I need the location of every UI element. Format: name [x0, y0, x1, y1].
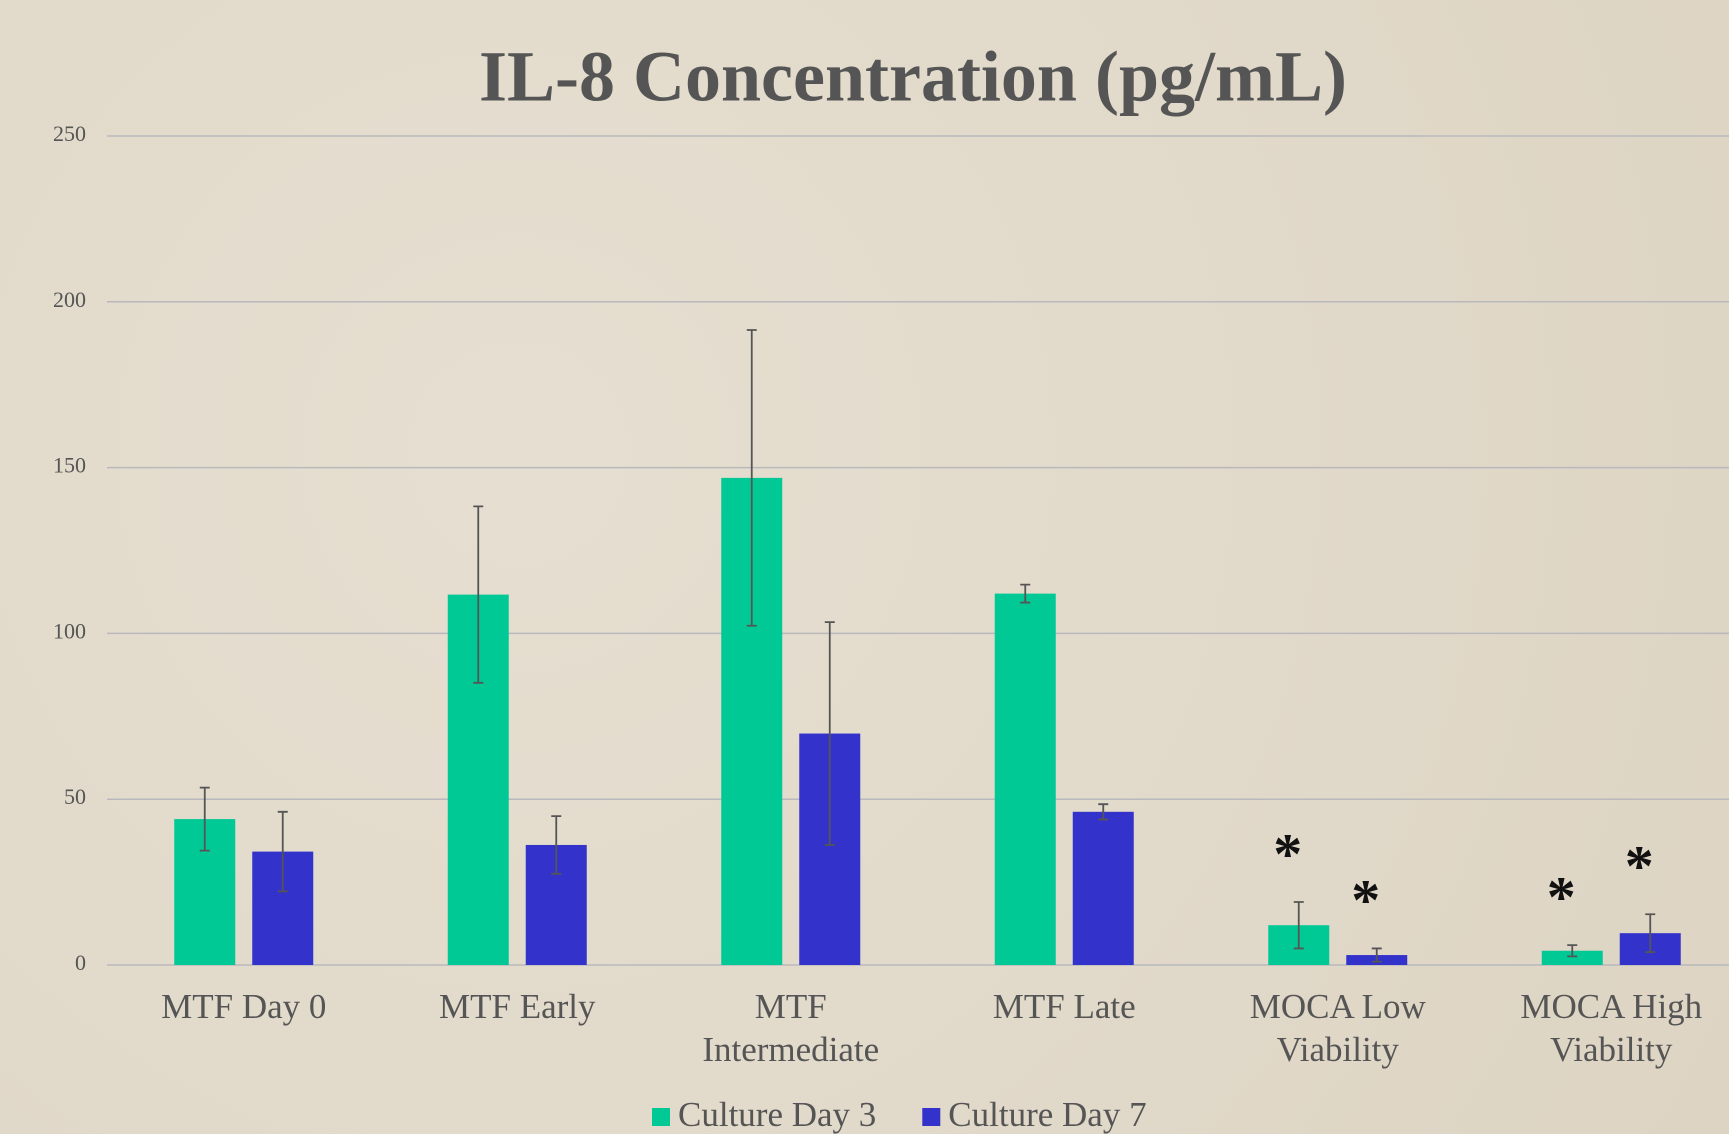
bar	[1072, 811, 1134, 965]
error-bar	[1293, 901, 1304, 950]
annotation: *	[1547, 864, 1576, 929]
x-tick-label: MTF Early	[439, 987, 596, 1026]
bar	[1541, 950, 1603, 965]
legend-label: Culture Day 3	[678, 1095, 876, 1134]
y-tick-label: 0	[75, 950, 86, 975]
error-bar	[277, 810, 288, 893]
bar	[994, 593, 1056, 965]
y-tick-label: 50	[64, 784, 86, 809]
y-tick-label: 150	[53, 453, 86, 478]
error-bar	[1098, 803, 1109, 821]
annotation: *	[1351, 868, 1380, 933]
error-bar	[1567, 944, 1578, 958]
error-bar	[824, 621, 835, 846]
legend-swatch	[922, 1108, 941, 1126]
annotation: *	[1273, 821, 1302, 886]
error-bar	[1020, 583, 1031, 604]
x-tick-label: MTF Intermediate	[702, 987, 879, 1069]
x-tick-label: MOCA High Viability	[1520, 987, 1702, 1069]
x-tick-label: MTF Day 0	[161, 987, 326, 1026]
legend-swatch	[652, 1108, 670, 1126]
error-bar	[473, 505, 484, 684]
chart-title: IL-8 Concentration (pg/mL)	[479, 37, 1347, 117]
error-bar	[551, 815, 562, 875]
y-tick-label: 100	[53, 618, 86, 643]
error-bar	[1371, 947, 1382, 963]
error-bar	[746, 329, 757, 627]
error-bar	[199, 786, 210, 852]
annotation: *	[1625, 834, 1654, 899]
error-bar	[1645, 913, 1656, 953]
y-tick-label: 250	[53, 121, 86, 146]
x-tick-label: MOCA Low Viability	[1250, 987, 1427, 1069]
legend-label: Culture Day 7	[948, 1095, 1146, 1134]
y-tick-label: 200	[53, 287, 86, 312]
x-tick-label: MTF Late	[993, 987, 1136, 1026]
